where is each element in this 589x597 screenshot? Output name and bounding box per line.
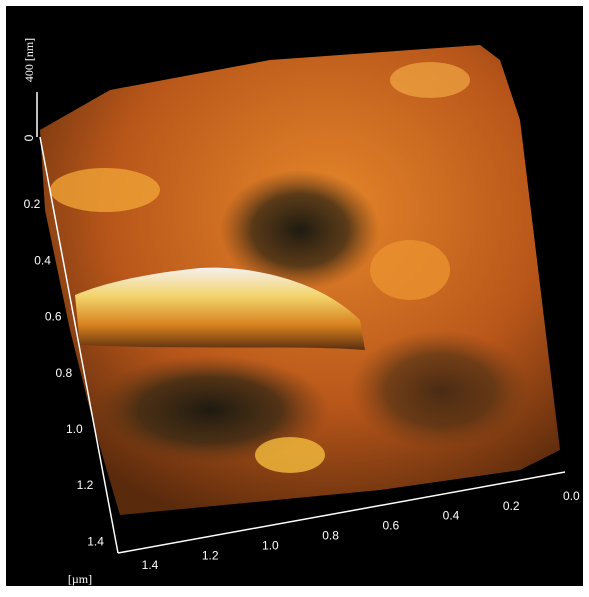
bottom-tick-label: 1.0 xyxy=(262,538,279,552)
left-tick-label: 1.2 xyxy=(77,478,94,492)
grain xyxy=(255,437,325,473)
bottom-tick-label: 1.2 xyxy=(202,548,219,562)
left-tick-label: 1.0 xyxy=(66,422,83,436)
grain xyxy=(50,168,160,212)
left-tick-label: 0.4 xyxy=(34,253,51,267)
bottom-tick-label: 1.4 xyxy=(142,558,159,572)
bottom-tick-label: 0.8 xyxy=(322,528,339,542)
grain xyxy=(390,62,470,98)
left-tick-label: 0.8 xyxy=(55,366,72,380)
grain xyxy=(370,240,450,300)
bottom-tick-label: 0.2 xyxy=(503,499,520,513)
pit xyxy=(350,330,530,450)
bottom-tick-label: 0.6 xyxy=(382,519,399,533)
left-tick-label: 1.4 xyxy=(87,534,104,548)
bottom-tick-label: 0.4 xyxy=(443,509,460,523)
page: {"z_axis":{"label":"400 [nm]","ticks":["… xyxy=(0,0,589,592)
z-tick-label: 0 xyxy=(22,134,36,141)
z-axis-label: 400 [nm] xyxy=(22,38,36,82)
bottom-tick-label: 0.0 xyxy=(563,489,580,503)
afm-image: 400 [nm] 0 [µm] 0.2 0.4 0.6 0.8 1.0 1.2 1.4 1.4… xyxy=(0,0,589,592)
unit-label: [µm] xyxy=(68,572,92,586)
left-tick-label: 0.6 xyxy=(45,310,62,324)
left-tick-label: 0.2 xyxy=(24,197,41,211)
